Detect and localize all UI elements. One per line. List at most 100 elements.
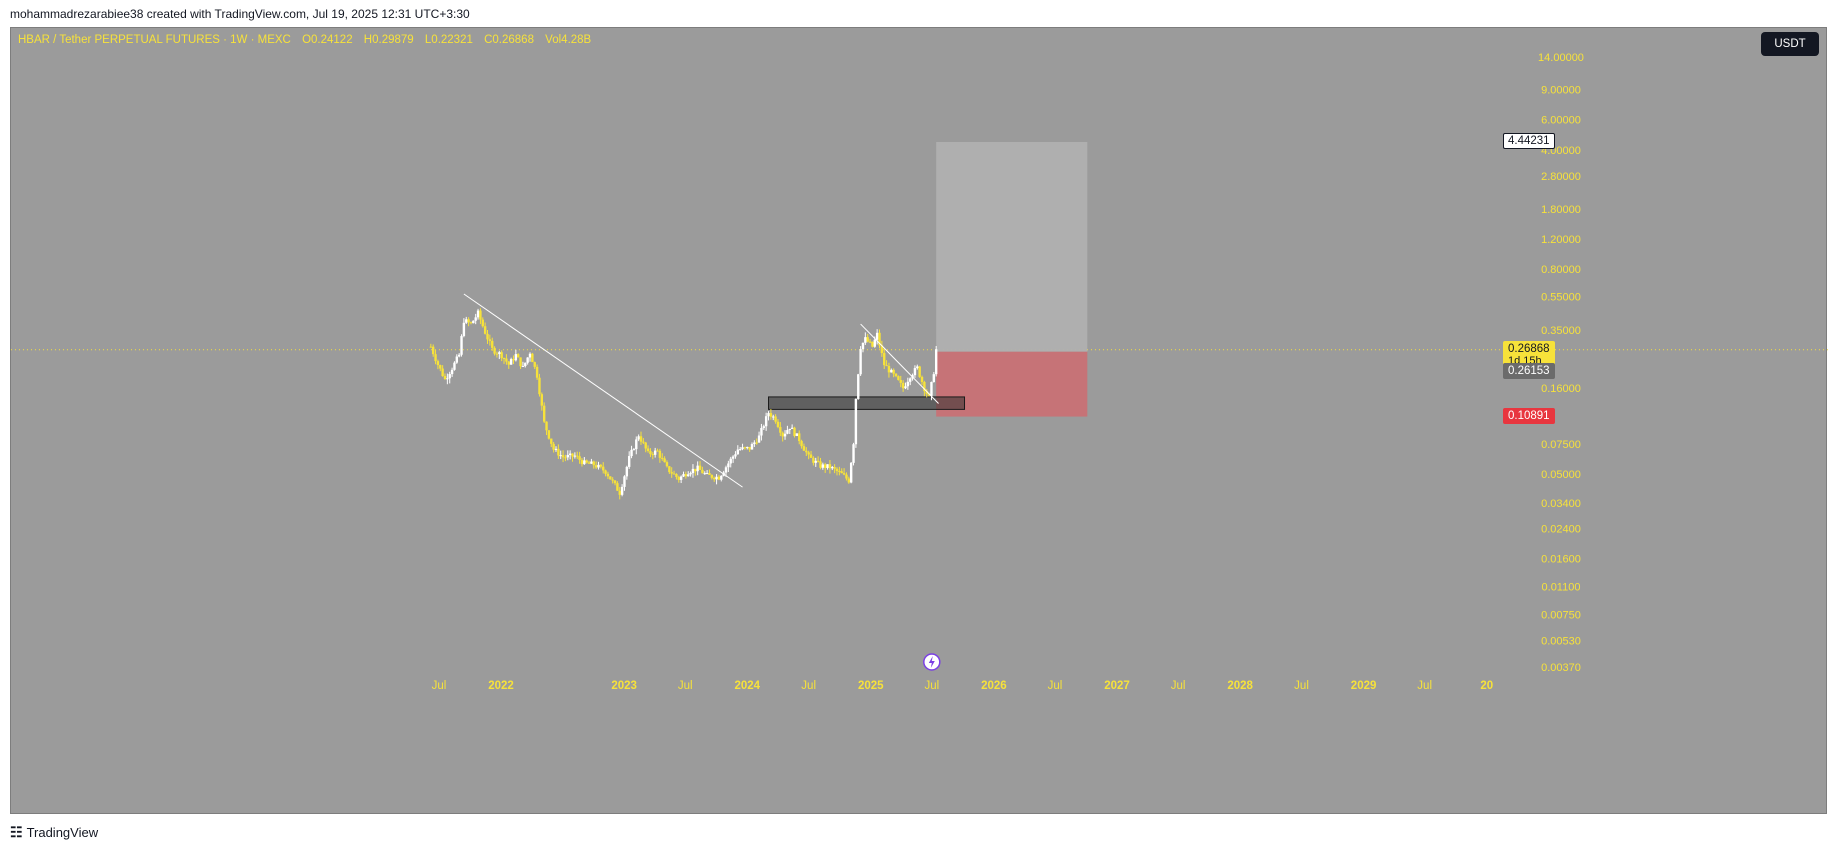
candle-body	[807, 452, 810, 455]
legend-high-label: H	[363, 34, 373, 46]
candle-body	[578, 456, 581, 460]
candle-body	[812, 457, 815, 463]
x-tick-label: 2024	[734, 680, 760, 692]
candle-body	[646, 448, 650, 451]
candle-body	[840, 471, 843, 474]
candle-body	[774, 416, 777, 422]
candle-body	[741, 447, 744, 450]
y-tick-label: 9.00000	[1541, 85, 1581, 97]
candle-body	[583, 460, 586, 465]
candle-body	[457, 354, 461, 357]
candle-body	[668, 466, 671, 473]
candle-body	[658, 450, 662, 458]
candle-body	[767, 413, 770, 417]
candle-body	[776, 421, 780, 427]
candle-body	[925, 391, 928, 394]
candle-body	[932, 374, 936, 383]
candle-body	[916, 366, 919, 369]
candle-body	[826, 464, 829, 468]
candle-body	[823, 464, 827, 468]
candle-body	[594, 465, 598, 468]
candle-body	[852, 444, 855, 463]
candle-body	[576, 455, 579, 457]
y-tick-label: 1.80000	[1541, 204, 1581, 216]
candle-body	[618, 490, 621, 495]
candle-body	[429, 346, 433, 348]
candle-body	[866, 337, 869, 342]
legend-open-value: 0.24122	[311, 34, 353, 46]
candle-body	[835, 468, 839, 472]
candle-body	[831, 467, 834, 469]
candle-body	[571, 453, 574, 457]
candle-body	[769, 413, 773, 417]
candle-body	[857, 374, 860, 399]
candle-body	[613, 480, 617, 484]
candle-body	[663, 458, 666, 463]
lightning-glyph	[928, 656, 935, 668]
candle-body	[679, 476, 683, 480]
x-tick-label: 2028	[1227, 680, 1253, 692]
candle-body	[592, 461, 595, 466]
candle-body	[703, 473, 706, 475]
candle-body	[460, 336, 463, 355]
currency-selector-button[interactable]: USDT	[1761, 32, 1819, 56]
candle-body	[469, 322, 473, 324]
candle-body	[672, 473, 676, 475]
candle-body	[883, 353, 886, 366]
candle-body	[599, 464, 603, 467]
candle-body	[670, 472, 673, 474]
candle-body	[710, 474, 714, 478]
candle-body	[859, 349, 862, 375]
candle-body	[550, 438, 553, 444]
candle-body	[509, 359, 513, 365]
candle-body	[861, 342, 865, 350]
x-tick-label: Jul	[1294, 680, 1309, 692]
candle-body	[564, 457, 567, 459]
candle-body	[573, 455, 577, 457]
x-tick-label: Jul	[801, 680, 816, 692]
candle-body	[786, 430, 789, 434]
candle-body	[481, 319, 484, 327]
candle-body	[441, 368, 444, 377]
footer-brand[interactable]: ☷ TradingView	[10, 824, 98, 841]
chart-canvas[interactable]: 14.000009.000006.000004.000002.800001.80…	[11, 28, 1828, 815]
candle-body	[502, 358, 506, 360]
candle-body	[724, 467, 728, 473]
candle-body	[493, 347, 496, 354]
y-tick-label: 0.00530	[1541, 635, 1581, 647]
support-zone-box	[768, 396, 966, 410]
candle-body	[476, 310, 480, 318]
candle-body	[500, 352, 503, 359]
candle-body	[649, 450, 652, 455]
candle-body	[864, 337, 867, 343]
y-tick-label: 0.05000	[1541, 469, 1581, 481]
candle-body	[890, 369, 893, 373]
y-tick-label: 0.16000	[1541, 383, 1581, 395]
candle-body	[526, 357, 529, 363]
candle-body	[788, 428, 791, 431]
candle-body	[632, 449, 636, 451]
candle-body	[875, 332, 879, 340]
candle-body	[805, 450, 808, 453]
candle-body	[746, 446, 749, 448]
candle-body	[793, 427, 796, 436]
candle-body	[505, 358, 508, 362]
candle-body	[842, 473, 846, 475]
candle-body	[729, 458, 732, 464]
candle-body	[465, 319, 468, 323]
candle-body	[639, 436, 643, 442]
candle-body	[521, 366, 525, 368]
candle-body	[439, 365, 442, 369]
candle-body	[795, 433, 799, 436]
legend-close-label: C	[484, 34, 493, 46]
candle-body	[727, 463, 730, 468]
candle-body	[620, 486, 624, 495]
candle-body	[533, 362, 536, 367]
candle-body	[656, 450, 659, 452]
trendline-1	[463, 293, 743, 488]
candle-body	[849, 462, 853, 483]
x-tick-label: 2022	[488, 680, 514, 692]
candle-body	[934, 349, 938, 375]
candle-body	[644, 442, 647, 449]
x-tick-label: Jul	[432, 680, 447, 692]
